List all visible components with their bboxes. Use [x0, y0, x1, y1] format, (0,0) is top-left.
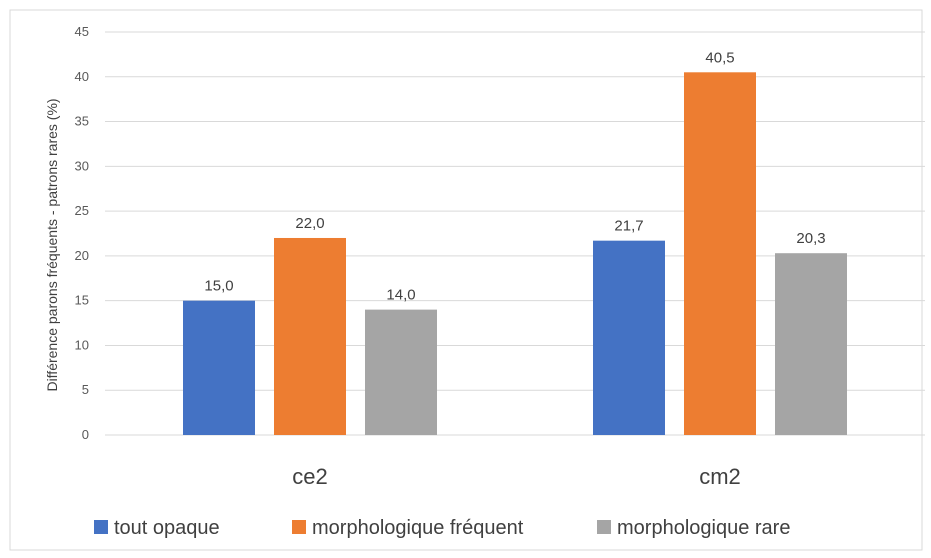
y-tick-label: 25	[75, 203, 89, 218]
y-tick-label: 10	[75, 337, 89, 352]
y-tick-label: 30	[75, 158, 89, 173]
legend-label: tout opaque	[114, 517, 220, 539]
data-label: 14,0	[386, 287, 415, 304]
bar-cm2-0	[593, 240, 665, 435]
bar-ce2-2	[365, 309, 437, 435]
legend-label: morphologique rare	[617, 517, 790, 539]
data-label: 21,7	[614, 218, 643, 235]
y-axis-label: Différence parons fréquents - patrons ra…	[44, 98, 60, 391]
bar-ce2-1	[274, 237, 346, 435]
y-tick-label: 15	[75, 293, 89, 308]
y-tick-label: 40	[75, 69, 89, 84]
bar-cm2-1	[684, 72, 756, 436]
category-label: cm2	[699, 464, 741, 489]
y-tick-label: 5	[82, 382, 89, 397]
legend-swatch	[597, 520, 611, 534]
legend-label: morphologique fréquent	[312, 517, 524, 539]
y-tick-label: 0	[82, 427, 89, 442]
bar-ce2-0	[183, 300, 255, 435]
legend-swatch	[292, 520, 306, 534]
category-label: ce2	[292, 464, 327, 489]
data-label: 40,5	[705, 49, 734, 66]
legend-swatch	[94, 520, 108, 534]
data-label: 15,0	[204, 278, 233, 295]
y-tick-labels: 0 5 10 15 20 25 30 35 40 45	[75, 24, 89, 442]
chart-border	[9, 9, 923, 551]
data-label: 22,0	[295, 215, 324, 232]
bars	[183, 72, 847, 436]
y-tick-label: 35	[75, 114, 89, 129]
category-labels: ce2 cm2	[292, 464, 741, 489]
data-label: 20,3	[796, 230, 825, 247]
legend: tout opaque morphologique fréquent morphol…	[94, 517, 790, 539]
bar-cm2-2	[775, 253, 847, 435]
y-tick-label: 45	[75, 24, 89, 39]
data-labels: 15,0 22,0 14,0 21,7 40,5 20,3	[204, 49, 825, 303]
y-tick-label: 20	[75, 248, 89, 263]
